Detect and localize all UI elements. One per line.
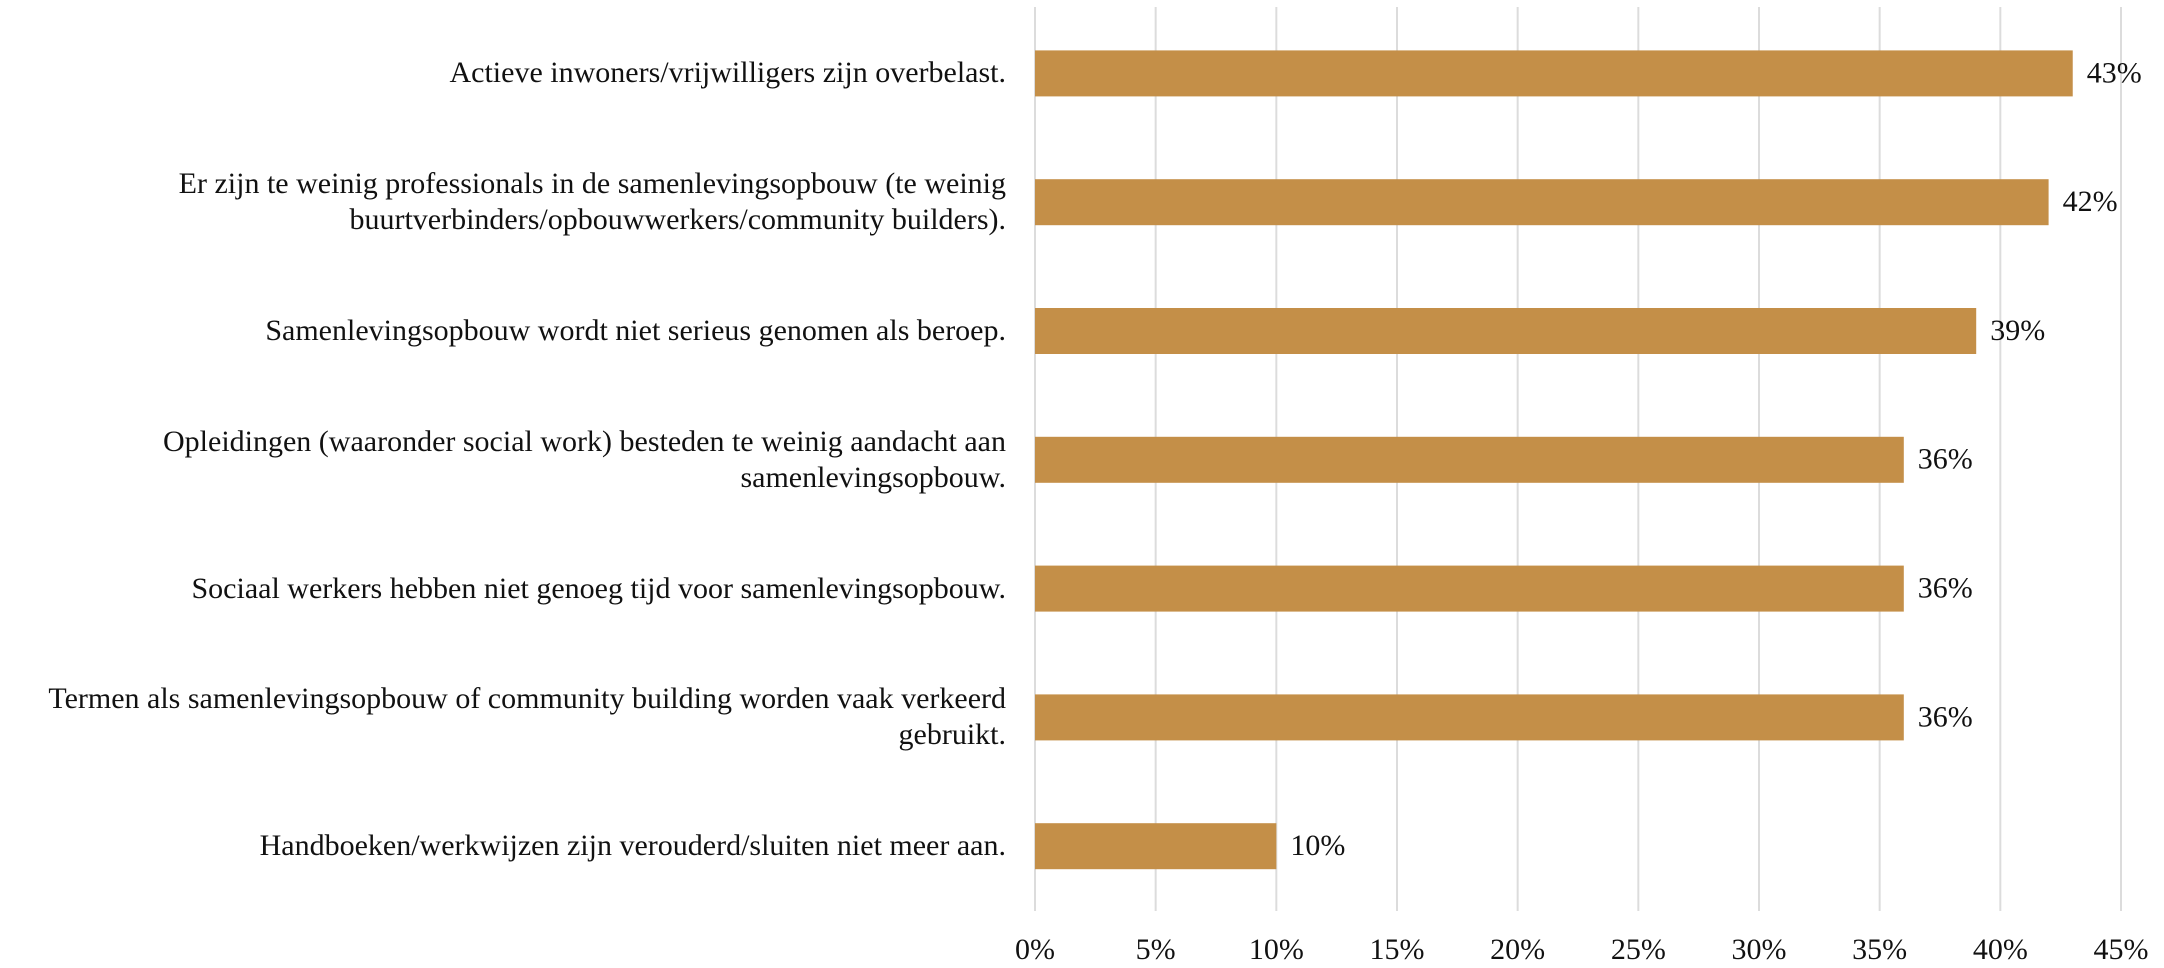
x-tick-label: 10% bbox=[1249, 933, 1304, 966]
data-label: 43% bbox=[2087, 56, 2142, 89]
data-label: 36% bbox=[1918, 700, 1973, 733]
category-label: Er zijn te weinig professionals in de sa… bbox=[178, 167, 1006, 237]
category-label: Samenlevingsopbouw wordt niet serieus ge… bbox=[265, 314, 1006, 347]
x-tick-label: 45% bbox=[2094, 933, 2149, 966]
data-label: 42% bbox=[2063, 185, 2118, 218]
category-label: Opleidingen (waaronder social work) best… bbox=[163, 424, 1006, 494]
x-tick-label: 30% bbox=[1732, 933, 1787, 966]
data-label: 36% bbox=[1918, 443, 1973, 476]
category-label: Handboeken/werkwijzen zijn verouderd/slu… bbox=[259, 829, 1006, 863]
category-label: Sociaal werkers hebben niet genoeg tijd … bbox=[191, 571, 1006, 605]
data-label: 10% bbox=[1290, 829, 1345, 862]
x-tick-label: 35% bbox=[1852, 933, 1907, 966]
x-tick-label: 40% bbox=[1973, 933, 2028, 966]
bar bbox=[1035, 436, 1904, 483]
data-label: 36% bbox=[1918, 571, 1973, 604]
x-tick-label: 20% bbox=[1490, 933, 1545, 966]
bar bbox=[1035, 694, 1904, 741]
bar bbox=[1035, 565, 1904, 612]
bar bbox=[1035, 50, 2073, 97]
x-tick-label: 5% bbox=[1136, 933, 1176, 966]
bar bbox=[1035, 308, 1977, 354]
x-tick-label: 15% bbox=[1370, 933, 1425, 966]
data-label: 39% bbox=[1990, 314, 2045, 347]
x-tick-label: 0% bbox=[1015, 933, 1055, 966]
x-tick-label: 25% bbox=[1611, 933, 1666, 966]
category-label: Actieve inwoners/vrijwilligers zijn over… bbox=[449, 56, 1006, 90]
bar bbox=[1035, 179, 2049, 226]
bar bbox=[1035, 823, 1277, 870]
category-label: Termen als samenlevingsopbouw of communi… bbox=[48, 682, 1006, 752]
